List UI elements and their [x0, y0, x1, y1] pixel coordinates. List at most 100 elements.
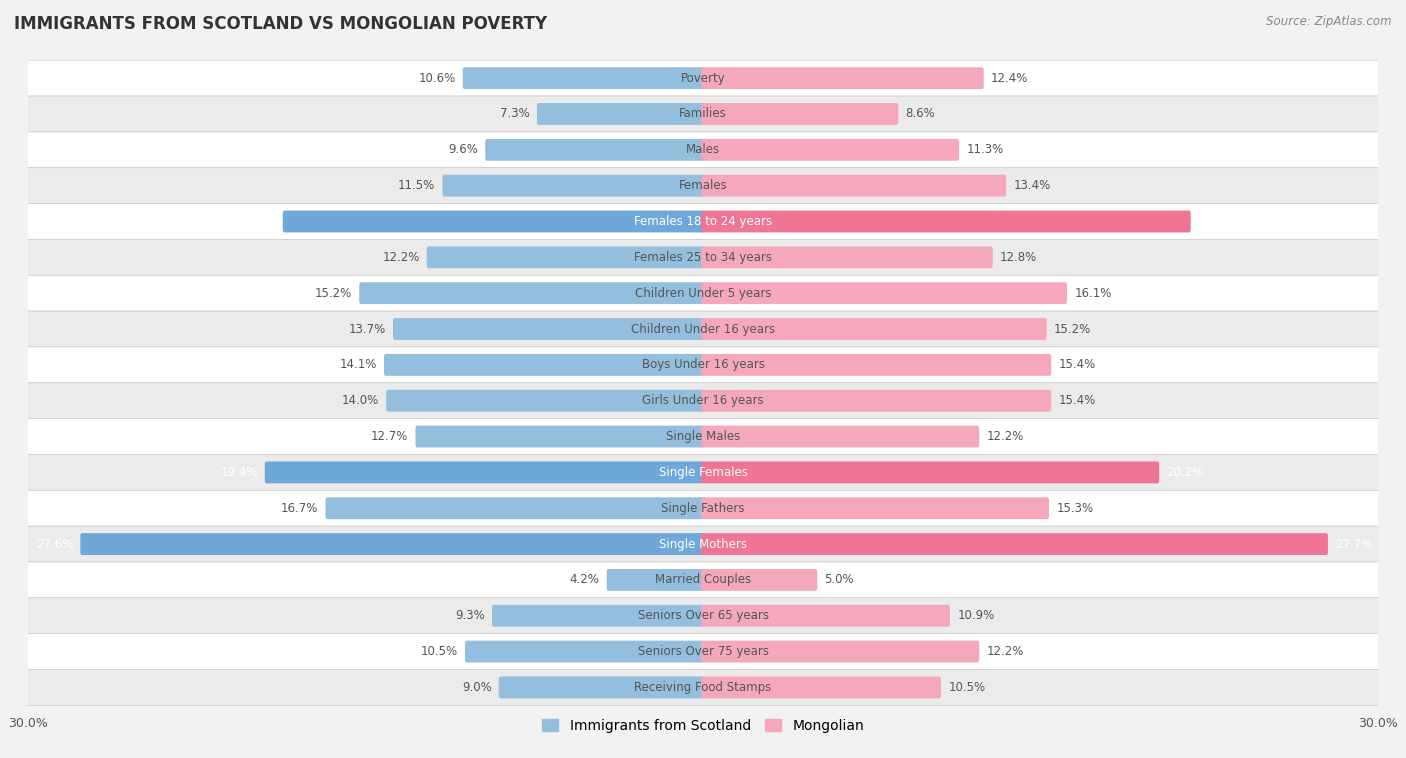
- Text: 9.0%: 9.0%: [461, 681, 492, 694]
- Text: 15.2%: 15.2%: [315, 287, 352, 299]
- FancyBboxPatch shape: [28, 347, 1378, 383]
- FancyBboxPatch shape: [28, 669, 1378, 706]
- FancyBboxPatch shape: [607, 569, 704, 590]
- Text: 5.0%: 5.0%: [824, 573, 853, 587]
- Text: Single Fathers: Single Fathers: [661, 502, 745, 515]
- Text: 14.1%: 14.1%: [339, 359, 377, 371]
- FancyBboxPatch shape: [463, 67, 704, 89]
- Text: Females 25 to 34 years: Females 25 to 34 years: [634, 251, 772, 264]
- FancyBboxPatch shape: [702, 354, 1052, 376]
- Text: 10.5%: 10.5%: [948, 681, 986, 694]
- FancyBboxPatch shape: [702, 246, 993, 268]
- FancyBboxPatch shape: [465, 641, 704, 662]
- FancyBboxPatch shape: [702, 569, 817, 590]
- FancyBboxPatch shape: [28, 60, 1378, 96]
- Text: 11.3%: 11.3%: [966, 143, 1004, 156]
- Text: 9.6%: 9.6%: [449, 143, 478, 156]
- FancyBboxPatch shape: [702, 139, 959, 161]
- FancyBboxPatch shape: [492, 605, 704, 627]
- FancyBboxPatch shape: [702, 426, 979, 447]
- Text: 10.6%: 10.6%: [419, 72, 456, 85]
- Text: 7.3%: 7.3%: [501, 108, 530, 121]
- Text: 12.7%: 12.7%: [371, 430, 408, 443]
- Text: IMMIGRANTS FROM SCOTLAND VS MONGOLIAN POVERTY: IMMIGRANTS FROM SCOTLAND VS MONGOLIAN PO…: [14, 15, 547, 33]
- Text: Females 18 to 24 years: Females 18 to 24 years: [634, 215, 772, 228]
- FancyBboxPatch shape: [28, 418, 1378, 455]
- FancyBboxPatch shape: [702, 641, 979, 662]
- Text: 13.7%: 13.7%: [349, 323, 385, 336]
- FancyBboxPatch shape: [28, 634, 1378, 669]
- FancyBboxPatch shape: [264, 462, 704, 484]
- FancyBboxPatch shape: [702, 533, 1327, 555]
- Text: 19.4%: 19.4%: [221, 466, 257, 479]
- FancyBboxPatch shape: [28, 204, 1378, 240]
- Text: 12.2%: 12.2%: [382, 251, 419, 264]
- Text: Single Mothers: Single Mothers: [659, 537, 747, 550]
- Text: 14.0%: 14.0%: [342, 394, 380, 407]
- FancyBboxPatch shape: [28, 490, 1378, 526]
- Text: Single Females: Single Females: [658, 466, 748, 479]
- FancyBboxPatch shape: [702, 390, 1052, 412]
- Text: 21.6%: 21.6%: [1198, 215, 1236, 228]
- FancyBboxPatch shape: [28, 311, 1378, 347]
- FancyBboxPatch shape: [28, 240, 1378, 275]
- FancyBboxPatch shape: [537, 103, 704, 125]
- Text: 12.2%: 12.2%: [987, 430, 1024, 443]
- FancyBboxPatch shape: [28, 168, 1378, 204]
- FancyBboxPatch shape: [28, 275, 1378, 311]
- FancyBboxPatch shape: [28, 455, 1378, 490]
- FancyBboxPatch shape: [702, 462, 1159, 484]
- Text: Children Under 16 years: Children Under 16 years: [631, 323, 775, 336]
- FancyBboxPatch shape: [28, 526, 1378, 562]
- FancyBboxPatch shape: [702, 103, 898, 125]
- Text: 15.3%: 15.3%: [1056, 502, 1094, 515]
- FancyBboxPatch shape: [28, 562, 1378, 598]
- FancyBboxPatch shape: [702, 282, 1067, 304]
- Text: Girls Under 16 years: Girls Under 16 years: [643, 394, 763, 407]
- FancyBboxPatch shape: [702, 175, 1007, 196]
- FancyBboxPatch shape: [702, 211, 1191, 233]
- Text: 12.8%: 12.8%: [1000, 251, 1038, 264]
- FancyBboxPatch shape: [485, 139, 704, 161]
- FancyBboxPatch shape: [28, 383, 1378, 418]
- Text: 12.4%: 12.4%: [991, 72, 1028, 85]
- FancyBboxPatch shape: [326, 497, 704, 519]
- Text: Poverty: Poverty: [681, 72, 725, 85]
- FancyBboxPatch shape: [443, 175, 704, 196]
- Text: 13.4%: 13.4%: [1014, 179, 1050, 193]
- Text: Seniors Over 65 years: Seniors Over 65 years: [637, 609, 769, 622]
- Text: 18.6%: 18.6%: [239, 215, 276, 228]
- FancyBboxPatch shape: [80, 533, 704, 555]
- Text: 9.3%: 9.3%: [456, 609, 485, 622]
- FancyBboxPatch shape: [28, 96, 1378, 132]
- Text: 8.6%: 8.6%: [905, 108, 935, 121]
- Text: Married Couples: Married Couples: [655, 573, 751, 587]
- Text: Source: ZipAtlas.com: Source: ZipAtlas.com: [1267, 15, 1392, 28]
- FancyBboxPatch shape: [427, 246, 704, 268]
- Text: Families: Families: [679, 108, 727, 121]
- Text: 4.2%: 4.2%: [569, 573, 599, 587]
- Text: Boys Under 16 years: Boys Under 16 years: [641, 359, 765, 371]
- Text: 15.4%: 15.4%: [1059, 359, 1095, 371]
- Text: Children Under 5 years: Children Under 5 years: [634, 287, 772, 299]
- Text: 16.1%: 16.1%: [1074, 287, 1112, 299]
- Text: Single Males: Single Males: [666, 430, 740, 443]
- Text: 15.4%: 15.4%: [1059, 394, 1095, 407]
- Text: 16.7%: 16.7%: [281, 502, 318, 515]
- Text: 27.6%: 27.6%: [35, 537, 73, 550]
- FancyBboxPatch shape: [28, 598, 1378, 634]
- FancyBboxPatch shape: [702, 676, 941, 698]
- FancyBboxPatch shape: [702, 318, 1046, 340]
- Text: 11.5%: 11.5%: [398, 179, 436, 193]
- Legend: Immigrants from Scotland, Mongolian: Immigrants from Scotland, Mongolian: [536, 713, 870, 738]
- Text: Seniors Over 75 years: Seniors Over 75 years: [637, 645, 769, 658]
- Text: Receiving Food Stamps: Receiving Food Stamps: [634, 681, 772, 694]
- FancyBboxPatch shape: [702, 67, 984, 89]
- FancyBboxPatch shape: [283, 211, 704, 233]
- FancyBboxPatch shape: [499, 676, 704, 698]
- Text: 27.7%: 27.7%: [1336, 537, 1372, 550]
- FancyBboxPatch shape: [360, 282, 704, 304]
- FancyBboxPatch shape: [702, 605, 950, 627]
- Text: 10.5%: 10.5%: [420, 645, 458, 658]
- Text: 12.2%: 12.2%: [987, 645, 1024, 658]
